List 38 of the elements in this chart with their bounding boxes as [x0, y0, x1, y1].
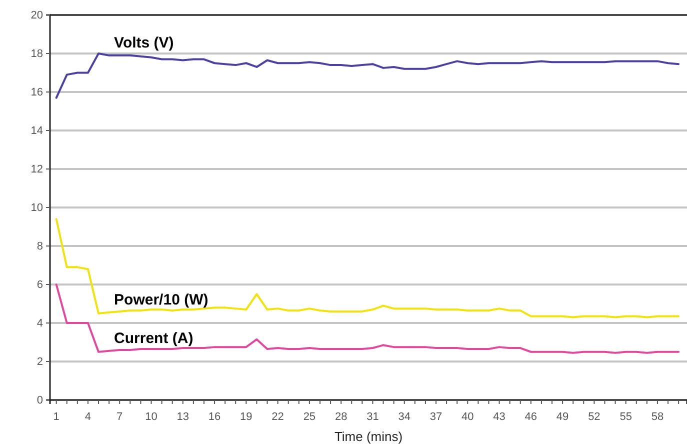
- line-series: [55, 218, 680, 318]
- x-tick-label: 43: [493, 411, 506, 424]
- line-series: [55, 284, 680, 354]
- y-tick-label: 2: [36, 356, 43, 368]
- x-tick-label: 40: [462, 411, 474, 424]
- y-tick-label: 4: [36, 318, 43, 330]
- y-tick-label: 12: [30, 164, 43, 176]
- x-tick-label: 49: [556, 411, 569, 424]
- x-tick-label: 55: [620, 411, 632, 424]
- line-series: [55, 52, 680, 99]
- x-tick-label: 7: [116, 411, 123, 424]
- x-tick-label: 52: [588, 411, 600, 424]
- x-tick-label: 34: [398, 411, 410, 424]
- x-tick-label: 4: [84, 411, 92, 424]
- y-tick-label: 14: [30, 125, 43, 138]
- x-tick-label: 16: [208, 411, 221, 424]
- x-tick-label: 22: [272, 411, 284, 424]
- x-tick-label: 10: [145, 411, 158, 424]
- y-tick-label: 18: [30, 48, 43, 60]
- y-tick-label: 8: [36, 240, 43, 253]
- x-tick-label: 19: [240, 411, 252, 424]
- x-tick-label: 58: [651, 411, 664, 424]
- x-tick-label: 1: [53, 411, 60, 424]
- x-tick-label: 31: [366, 411, 379, 424]
- x-tick-label: 13: [176, 411, 190, 424]
- series-label: Current (A): [114, 330, 194, 347]
- y-tick-label: 0: [36, 394, 43, 407]
- y-tick-label: 10: [30, 202, 43, 214]
- x-tick-label: 46: [524, 411, 538, 424]
- series-label: Power/10 (W): [114, 291, 208, 308]
- y-tick-label: 16: [30, 86, 43, 99]
- x-tick-label: 37: [430, 411, 442, 424]
- y-tick-label: 6: [36, 279, 43, 292]
- x-tick-label: 28: [334, 411, 348, 424]
- x-tick-label: 25: [303, 411, 316, 424]
- series-label: Volts (V): [114, 34, 174, 52]
- y-tick-label: 20: [30, 10, 43, 22]
- x-axis-title: Time (mins): [334, 429, 403, 444]
